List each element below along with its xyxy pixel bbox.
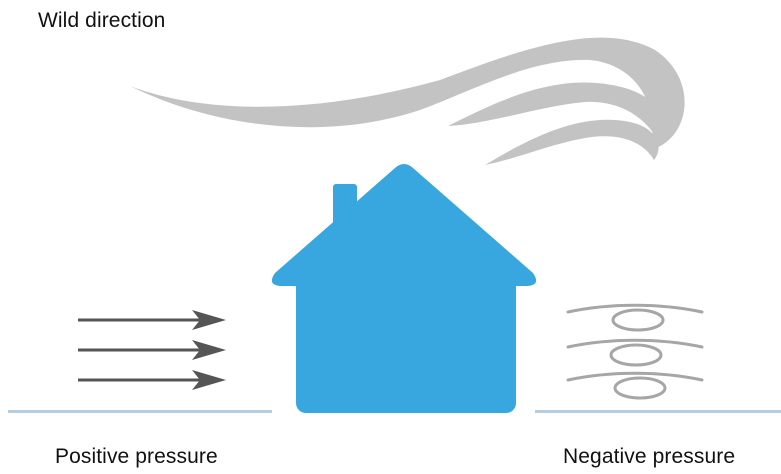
wind-stream-top (130, 37, 685, 150)
ground-line-left (8, 410, 272, 413)
eddy-icon (566, 303, 704, 400)
house-roof (271, 164, 537, 286)
wind-gust-icon (130, 37, 685, 165)
negative-pressure-label: Negative pressure (563, 445, 736, 468)
inflow-arrow-icon (78, 310, 226, 390)
ground-line-right (535, 410, 781, 413)
wind-stream-middle (448, 82, 666, 145)
house-icon (271, 164, 537, 413)
wind-direction-label: Wild direction (38, 9, 166, 32)
wind-stream-bottom (485, 119, 659, 165)
house-body (296, 272, 516, 413)
positive-pressure-label: Positive pressure (55, 445, 218, 468)
